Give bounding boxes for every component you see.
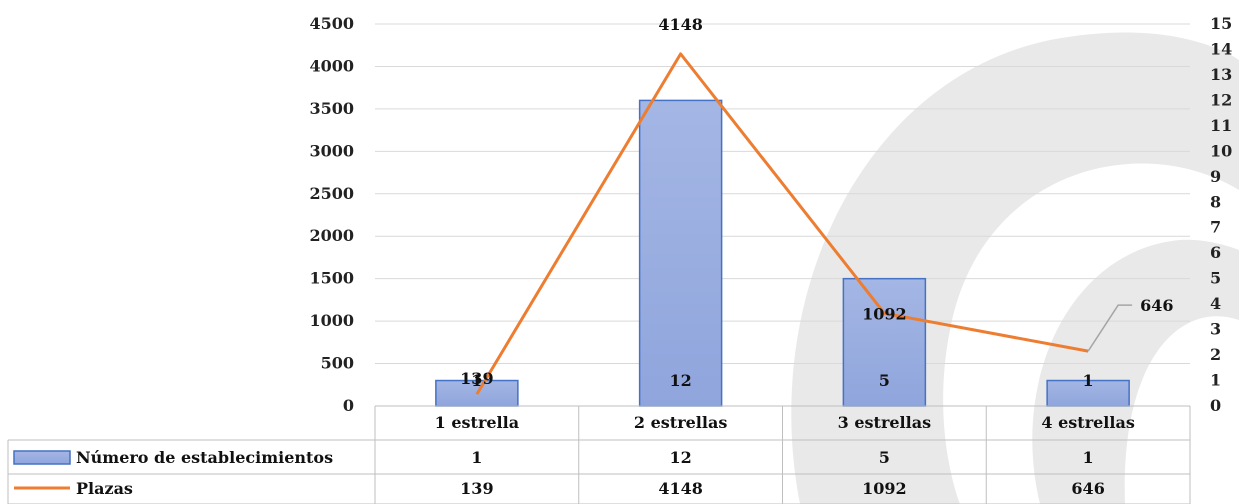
right-tick-label: 11	[1210, 116, 1232, 135]
line-value-label: 139	[460, 369, 493, 388]
table-cell: 646	[1071, 479, 1104, 498]
right-tick-label: 8	[1210, 192, 1221, 211]
category-label: 2 estrellas	[634, 413, 727, 432]
left-tick-label: 3000	[309, 141, 354, 160]
table-cell: 12	[669, 448, 691, 467]
right-tick-label: 1	[1210, 371, 1221, 390]
left-tick-label: 2500	[309, 184, 354, 203]
data-table: 1 estrella 2 estrellas 3 estrellas 4 estrel…	[8, 406, 1190, 504]
category-label: 3 estrellas	[838, 413, 931, 432]
right-tick-label: 12	[1210, 90, 1232, 109]
left-tick-label: 1000	[309, 311, 354, 330]
right-tick-label: 13	[1210, 65, 1232, 84]
left-tick-label: 4500	[309, 14, 354, 33]
line-value-label: 4148	[658, 15, 703, 34]
left-tick-label: 1500	[309, 269, 354, 288]
watermark-logo	[791, 32, 1239, 504]
right-tick-label: 7	[1210, 218, 1221, 237]
category-label: 1 estrella	[435, 413, 519, 432]
table-cell: 1	[471, 448, 482, 467]
line-value-label: 646	[1140, 296, 1173, 315]
bar-value-label: 1	[1083, 371, 1094, 390]
left-tick-label: 3500	[309, 99, 354, 118]
table-cell: 4148	[658, 479, 703, 498]
left-tick-label: 2000	[309, 226, 354, 245]
right-tick-label: 4	[1210, 294, 1221, 313]
right-tick-label: 3	[1210, 320, 1221, 339]
watermark-swirl-inner	[1032, 240, 1239, 504]
right-tick-label: 15	[1210, 14, 1232, 33]
category-label: 4 estrellas	[1041, 413, 1134, 432]
table-cell: 1092	[862, 479, 907, 498]
table-cell: 139	[460, 479, 493, 498]
legend-series-name: Número de establecimientos	[76, 448, 333, 467]
right-tick-label: 14	[1210, 39, 1232, 58]
bar-labels: 1 12 5 1	[471, 371, 1093, 390]
bar	[640, 100, 722, 406]
right-tick-label: 6	[1210, 243, 1221, 262]
right-tick-label: 2	[1210, 345, 1221, 364]
left-tick-label: 4000	[309, 56, 354, 75]
left-tick-label: 0	[343, 396, 354, 415]
legend-bar-key	[14, 451, 70, 464]
right-tick-label: 5	[1210, 269, 1221, 288]
table-cell: 1	[1083, 448, 1094, 467]
right-tick-label: 0	[1210, 396, 1221, 415]
bar-value-label: 5	[879, 371, 890, 390]
right-tick-label: 9	[1210, 167, 1221, 186]
table-cell: 5	[879, 448, 890, 467]
line-value-label: 1092	[862, 304, 907, 323]
right-tick-label: 10	[1210, 141, 1232, 160]
left-tick-label: 500	[321, 354, 354, 373]
left-axis: 0 500 1000 1500 2000 2500 3000 3500 4000 4500	[309, 14, 354, 415]
bar-value-label: 12	[669, 371, 691, 390]
legend-series-name: Plazas	[76, 479, 133, 498]
